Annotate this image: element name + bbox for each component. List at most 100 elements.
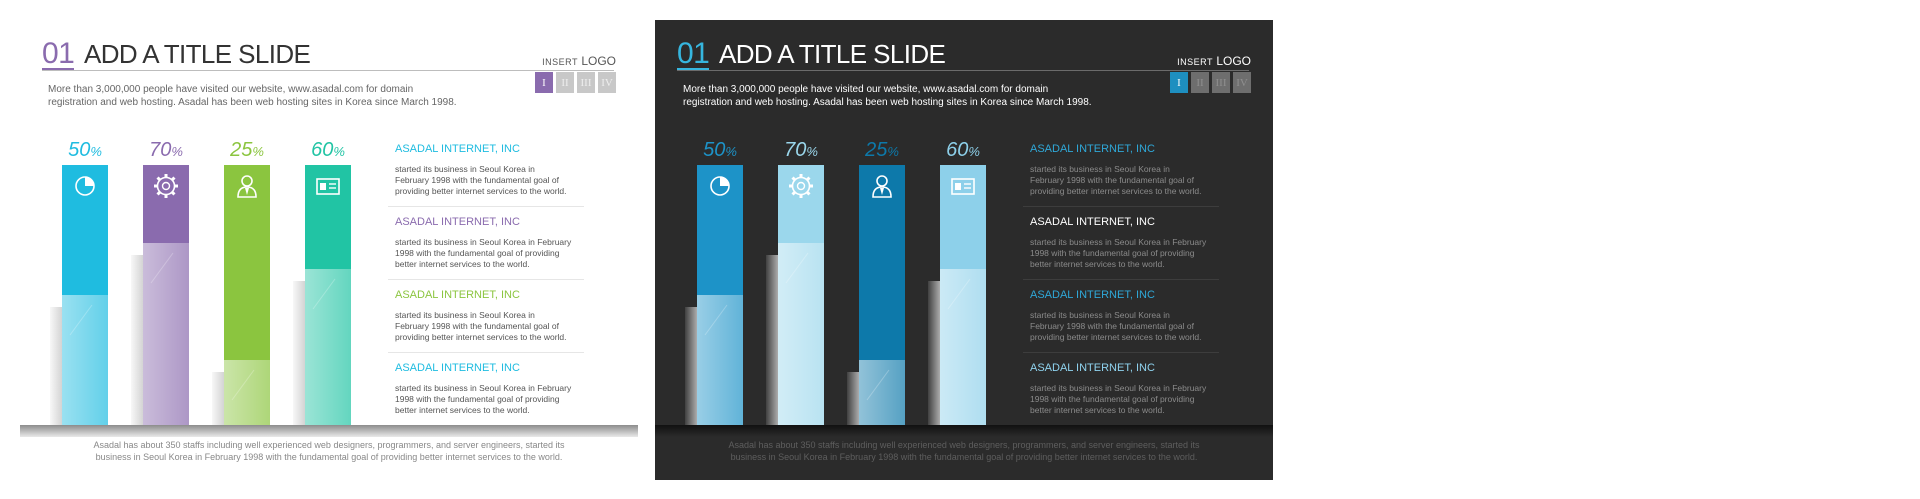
bar-shine xyxy=(312,278,336,310)
info-line: started its business in Seoul Korea in xyxy=(1030,164,1170,174)
slide-title: ADD A TITLE SLIDE xyxy=(719,39,946,69)
info-line: started its business in Seoul Korea in F… xyxy=(395,237,572,247)
section-tab-2[interactable]: II xyxy=(1191,72,1209,93)
bar-value-fill xyxy=(143,243,189,425)
info-line: February 1998 with the fundamental goal … xyxy=(395,321,559,331)
bar-group-4: 60% xyxy=(293,139,351,425)
info-item-4: ASADAL INTERNET, INC started its busines… xyxy=(1030,362,1210,416)
info-divider xyxy=(388,352,584,353)
bar-group-3: 25% xyxy=(847,139,905,425)
bar-value-fill xyxy=(224,360,270,425)
chart-base-shelf xyxy=(655,425,1273,437)
info-item-title: ASADAL INTERNET, INC xyxy=(1030,289,1155,301)
logo-placeholder: INSERT LOGO xyxy=(542,54,616,68)
info-line: better internet services to the world. xyxy=(395,405,530,415)
info-item-text: started its business in Seoul Korea in F… xyxy=(395,164,575,197)
bar-shadow xyxy=(212,372,224,425)
section-tabs: I II III IV xyxy=(1170,72,1251,93)
value-label: 50% xyxy=(68,139,102,161)
info-line: better internet services to the world. xyxy=(1030,259,1165,269)
info-item-3: ASADAL INTERNET, INC started its busines… xyxy=(1030,289,1210,343)
bar-shine xyxy=(866,369,890,401)
slide-number-underline xyxy=(677,68,709,70)
info-item-1: ASADAL INTERNET, INC started its busines… xyxy=(1030,143,1210,197)
pie-chart-icon xyxy=(710,176,730,196)
info-line: started its business in Seoul Korea in F… xyxy=(1030,383,1207,393)
intro-text: More than 3,000,000 people have visited … xyxy=(48,83,488,109)
info-line: February 1998 with the fundamental goal … xyxy=(1030,321,1194,331)
info-item-title: ASADAL INTERNET, INC xyxy=(395,289,520,301)
section-tab-1[interactable]: I xyxy=(1170,72,1188,93)
info-line: providing better internet services to th… xyxy=(395,186,567,196)
info-item-text: started its business in Seoul Korea in F… xyxy=(1030,310,1210,343)
footer-line-1: Asadal has about 350 staffs including we… xyxy=(728,440,1200,450)
bar-shadow xyxy=(766,255,778,425)
info-item-title: ASADAL INTERNET, INC xyxy=(395,143,520,155)
value-label: 70% xyxy=(149,139,183,161)
person-icon xyxy=(872,175,892,198)
info-line: 1998 with the fundamental goal of provid… xyxy=(395,248,560,258)
info-item-title: ASADAL INTERNET, INC xyxy=(395,362,520,374)
bar-group-3: 25% xyxy=(212,139,270,425)
bar-group-2: 70% xyxy=(131,139,189,425)
bar-shine xyxy=(69,304,93,336)
value-label: 25% xyxy=(864,139,899,161)
person-icon xyxy=(237,175,257,198)
footer-text: Asadal has about 350 staffs including we… xyxy=(690,439,1238,463)
slide-number-underline xyxy=(42,68,74,70)
info-item-title: ASADAL INTERNET, INC xyxy=(1030,362,1155,374)
info-line: providing better internet services to th… xyxy=(1030,186,1202,196)
section-tab-4[interactable]: IV xyxy=(598,72,616,93)
section-tab-2[interactable]: II xyxy=(556,72,574,93)
bar-shadow xyxy=(50,307,62,425)
bar-value-fill xyxy=(859,360,905,425)
info-item-4: ASADAL INTERNET, INC started its busines… xyxy=(395,362,575,416)
footer-text: Asadal has about 350 staffs including we… xyxy=(55,439,603,463)
section-tab-3[interactable]: III xyxy=(1212,72,1230,93)
title-rule xyxy=(677,70,1249,71)
info-line: providing better internet services to th… xyxy=(395,332,567,342)
intro-text: More than 3,000,000 people have visited … xyxy=(683,83,1123,109)
info-divider xyxy=(388,206,584,207)
bar-value-fill xyxy=(62,295,108,425)
chart-base-shelf xyxy=(20,425,638,437)
bar-group-1: 50% xyxy=(50,139,108,425)
section-tab-3[interactable]: III xyxy=(577,72,595,93)
info-line: providing better internet services to th… xyxy=(1030,332,1202,342)
intro-line-1: More than 3,000,000 people have visited … xyxy=(683,84,1049,95)
info-line: February 1998 with the fundamental goal … xyxy=(1030,175,1194,185)
section-tab-1[interactable]: I xyxy=(535,72,553,93)
info-divider xyxy=(1023,206,1219,207)
value-label: 50% xyxy=(703,139,737,161)
info-line: started its business in Seoul Korea in xyxy=(395,164,535,174)
info-line: better internet services to the world. xyxy=(1030,405,1165,415)
bar-chart: 50% 70% 25% 60% xyxy=(50,139,351,425)
title-rule xyxy=(42,70,614,71)
info-item-title: ASADAL INTERNET, INC xyxy=(395,216,520,228)
value-label: 70% xyxy=(784,139,818,161)
info-item-text: started its business in Seoul Korea in F… xyxy=(1030,237,1210,270)
info-line: started its business in Seoul Korea in F… xyxy=(395,383,572,393)
logo-placeholder: INSERT LOGO xyxy=(1177,54,1251,68)
logo-big-text: LOGO xyxy=(581,54,616,68)
logo-small-text: INSERT xyxy=(1177,57,1213,67)
bar-value-fill xyxy=(940,269,986,425)
info-divider xyxy=(1023,352,1219,353)
bar-value-fill xyxy=(697,295,743,425)
info-item-text: started its business in Seoul Korea in F… xyxy=(395,383,575,416)
bar-group-4: 60% xyxy=(928,139,986,425)
logo-big-text: LOGO xyxy=(1216,54,1251,68)
section-tab-4[interactable]: IV xyxy=(1233,72,1251,93)
info-line: started its business in Seoul Korea in xyxy=(395,310,535,320)
info-item-text: started its business in Seoul Korea in F… xyxy=(395,310,575,343)
info-item-text: started its business in Seoul Korea in F… xyxy=(1030,383,1210,416)
bar-group-2: 70% xyxy=(766,139,824,425)
info-item-title: ASADAL INTERNET, INC xyxy=(1030,216,1155,228)
value-label: 60% xyxy=(311,139,345,161)
bar-shadow xyxy=(928,281,940,425)
bar-shadow xyxy=(847,372,859,425)
footer-line-1: Asadal has about 350 staffs including we… xyxy=(93,440,565,450)
value-label: 60% xyxy=(946,139,980,161)
bar-chart: 50% 70% 25% 60% xyxy=(685,139,986,425)
gear-icon xyxy=(789,174,813,198)
